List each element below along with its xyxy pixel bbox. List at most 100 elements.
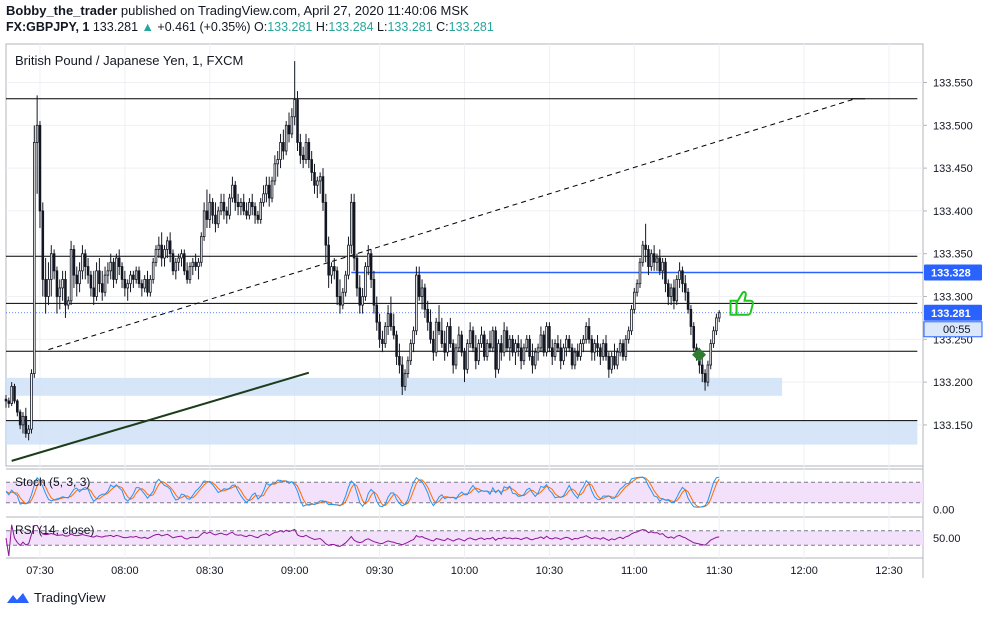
rsi-name: RSI (14, close) (15, 523, 94, 537)
price-tick-label: 133.350 (933, 249, 973, 261)
candle-body (180, 253, 183, 259)
candle-body (553, 343, 557, 357)
annotations (692, 291, 754, 362)
candle-body (516, 343, 520, 349)
candle-body (672, 287, 676, 302)
candle-body (715, 317, 718, 332)
candle-body (183, 253, 186, 272)
blue-level-price-tag-bg (924, 264, 982, 281)
candle-body (316, 180, 319, 186)
candle-body (4, 398, 8, 402)
candle-body (641, 244, 645, 263)
support-zone (6, 377, 783, 396)
candle-body (296, 99, 299, 143)
candle-body (276, 159, 279, 165)
candle-body (658, 257, 662, 272)
footer-brand[interactable]: TradingView (34, 590, 106, 605)
candle-body (231, 184, 234, 199)
thumbs-up-path (729, 291, 754, 316)
candle-body (471, 330, 475, 349)
current-price-tag-bg (924, 304, 982, 321)
candle-body (565, 338, 568, 349)
candle-body (177, 257, 180, 263)
candle-body (52, 253, 56, 272)
candle-body (222, 201, 226, 212)
candle-body (13, 385, 16, 402)
candle-body (89, 274, 93, 289)
candle-body (347, 244, 350, 276)
candle-body (191, 261, 195, 267)
candle-body (613, 356, 616, 366)
candle-body (324, 201, 328, 246)
candle-body (299, 142, 302, 156)
candle-body (166, 240, 169, 250)
candle-body (383, 326, 387, 344)
time-tick-label: 11:00 (621, 565, 648, 577)
candle-body (338, 296, 342, 306)
candle-body (287, 124, 291, 135)
candle-body (341, 291, 345, 306)
candle-body (627, 330, 630, 340)
candle-body (536, 347, 540, 353)
rsi-line (5, 524, 720, 557)
candle-body (355, 257, 359, 289)
candle-body (137, 270, 141, 285)
candle-body (669, 287, 673, 297)
candle-body (81, 253, 84, 272)
candle-body (378, 321, 381, 340)
time-tick-label: 10:30 (536, 565, 564, 577)
candle-body (596, 343, 599, 349)
candle-body (202, 210, 206, 237)
candle-body (686, 291, 690, 310)
candle-body (100, 283, 104, 293)
candle-body (678, 270, 681, 280)
candle-body (259, 201, 262, 220)
dashed-trendline (48, 98, 856, 351)
candle-body (429, 321, 432, 340)
candle-body (7, 400, 11, 404)
candle-body (188, 266, 192, 280)
candle-body (556, 343, 560, 349)
candle-body (83, 253, 87, 267)
price-axis[interactable]: 133.550 133.500 133.450 133.400 133.350 133.3… (923, 78, 983, 432)
candle-body (655, 257, 659, 263)
candle-body (647, 249, 650, 267)
stoch-band (6, 482, 923, 503)
candle-body (106, 270, 110, 276)
author-name[interactable]: Bobby_the_trader (6, 3, 118, 18)
candle-body (205, 210, 209, 220)
time-tick-label: 09:00 (281, 565, 309, 577)
candle-body (163, 249, 166, 259)
candle-body (293, 99, 296, 118)
candle-body (366, 253, 370, 267)
candle-body (134, 270, 138, 280)
candle-body (208, 201, 212, 220)
candle-body (573, 351, 577, 366)
candle-body (426, 308, 429, 323)
candle-body (262, 193, 265, 203)
rsi-tick-label: 50.00 (933, 533, 961, 545)
candle-body (457, 334, 461, 349)
candle-body (522, 347, 526, 362)
candle-body (344, 274, 347, 293)
candle-body (488, 343, 492, 349)
candle-body (624, 338, 628, 357)
price-tick-label: 133.300 (933, 292, 973, 304)
candle-body (709, 343, 713, 366)
candle-body (185, 270, 189, 280)
candle-body (151, 261, 155, 280)
candle-body (98, 270, 101, 285)
time-axis[interactable]: 07:30 08:00 08:30 09:00 09:30 10:00 10:30 11:00… (26, 565, 903, 577)
candle-body (667, 283, 670, 297)
candle-body (500, 343, 503, 353)
candle-body (644, 244, 647, 250)
candle-body (417, 274, 421, 297)
candle-body (115, 257, 118, 280)
time-tick-label: 09:30 (366, 565, 394, 577)
candle-body (604, 343, 608, 357)
candle-body (703, 373, 707, 383)
symbol-label: FX:GBPJPY, 1 (6, 20, 90, 34)
candle-body (567, 338, 571, 349)
candle-body (270, 180, 274, 199)
